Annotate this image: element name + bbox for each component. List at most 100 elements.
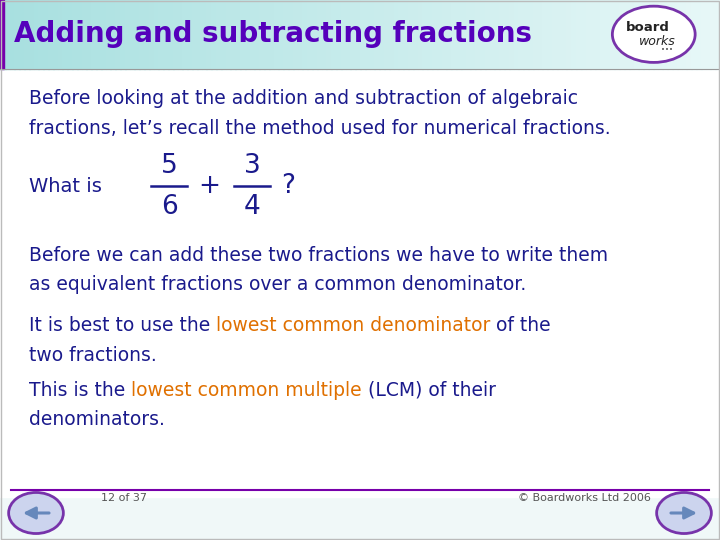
Bar xyxy=(423,0,428,69)
Text: lowest common multiple: lowest common multiple xyxy=(131,381,361,400)
Bar xyxy=(106,0,111,69)
Bar xyxy=(657,0,663,69)
Bar xyxy=(202,0,207,69)
Bar xyxy=(163,0,168,69)
Bar xyxy=(374,0,380,69)
Bar xyxy=(485,0,490,69)
Bar xyxy=(91,0,96,69)
Bar xyxy=(259,0,265,69)
Bar xyxy=(53,0,58,69)
Ellipse shape xyxy=(612,6,696,63)
Text: as equivalent fractions over a common denominator.: as equivalent fractions over a common de… xyxy=(29,275,526,294)
Bar xyxy=(403,0,409,69)
Bar xyxy=(571,0,577,69)
Bar xyxy=(250,0,255,69)
Bar xyxy=(254,0,260,69)
Bar xyxy=(538,0,543,69)
Bar xyxy=(120,0,125,69)
Bar xyxy=(470,0,476,69)
Bar xyxy=(24,0,30,69)
Bar xyxy=(711,0,716,69)
Bar xyxy=(322,0,327,69)
Bar xyxy=(38,0,44,69)
Bar xyxy=(533,0,539,69)
Text: 5: 5 xyxy=(161,153,178,179)
Bar xyxy=(153,0,159,69)
Text: This is the: This is the xyxy=(29,381,131,400)
Bar xyxy=(216,0,222,69)
Bar xyxy=(34,0,39,69)
Bar xyxy=(490,0,495,69)
Text: Adding and subtracting fractions: Adding and subtracting fractions xyxy=(14,21,532,48)
Bar xyxy=(466,0,471,69)
Text: board: board xyxy=(626,21,670,34)
Bar xyxy=(58,0,63,69)
Bar xyxy=(245,0,251,69)
Bar xyxy=(384,0,390,69)
Bar xyxy=(331,0,337,69)
Bar xyxy=(211,0,217,69)
Bar xyxy=(173,0,179,69)
Bar xyxy=(696,0,701,69)
Bar xyxy=(63,0,68,69)
Bar xyxy=(600,0,606,69)
Bar xyxy=(29,0,35,69)
Bar xyxy=(264,0,269,69)
Bar xyxy=(451,0,456,69)
Bar xyxy=(691,0,697,69)
Bar xyxy=(528,0,534,69)
Text: Before looking at the addition and subtraction of algebraic: Before looking at the addition and subtr… xyxy=(29,89,577,108)
Bar xyxy=(279,0,284,69)
Bar xyxy=(418,0,423,69)
Bar xyxy=(413,0,418,69)
Bar xyxy=(624,0,629,69)
Bar xyxy=(221,0,226,69)
Bar xyxy=(9,0,15,69)
Bar xyxy=(178,0,183,69)
Bar xyxy=(288,0,294,69)
Text: •••: ••• xyxy=(661,47,672,53)
Bar xyxy=(614,0,620,69)
Bar xyxy=(0,0,4,69)
Text: 3: 3 xyxy=(243,153,261,179)
Bar xyxy=(274,0,279,69)
Bar xyxy=(336,0,341,69)
Bar xyxy=(110,0,116,69)
Bar xyxy=(595,0,600,69)
Text: works: works xyxy=(639,35,676,48)
Bar xyxy=(634,0,639,69)
Bar xyxy=(365,0,370,69)
Bar xyxy=(5,0,10,69)
Bar xyxy=(495,0,500,69)
Bar xyxy=(610,0,615,69)
Bar xyxy=(48,0,53,69)
Bar xyxy=(408,0,413,69)
Bar xyxy=(619,0,625,69)
Bar xyxy=(576,0,582,69)
Text: Before we can add these two fractions we have to write them: Before we can add these two fractions we… xyxy=(29,246,608,265)
Text: 12 of 37: 12 of 37 xyxy=(101,493,147,503)
Bar xyxy=(67,0,73,69)
Bar xyxy=(101,0,107,69)
Bar xyxy=(158,0,164,69)
Text: 6: 6 xyxy=(161,194,178,220)
Bar xyxy=(326,0,332,69)
Bar xyxy=(581,0,586,69)
Bar xyxy=(562,0,567,69)
Bar xyxy=(307,0,312,69)
Bar xyxy=(19,0,24,69)
Circle shape xyxy=(657,492,711,534)
Bar xyxy=(207,0,212,69)
Bar xyxy=(297,0,303,69)
Bar xyxy=(341,0,346,69)
Bar xyxy=(369,0,375,69)
Bar xyxy=(139,0,145,69)
Bar xyxy=(461,0,467,69)
Bar xyxy=(379,0,384,69)
Bar xyxy=(643,0,649,69)
Text: ?: ? xyxy=(281,173,295,199)
Bar xyxy=(360,0,366,69)
Bar xyxy=(585,0,591,69)
Bar xyxy=(475,0,481,69)
Bar xyxy=(672,0,678,69)
